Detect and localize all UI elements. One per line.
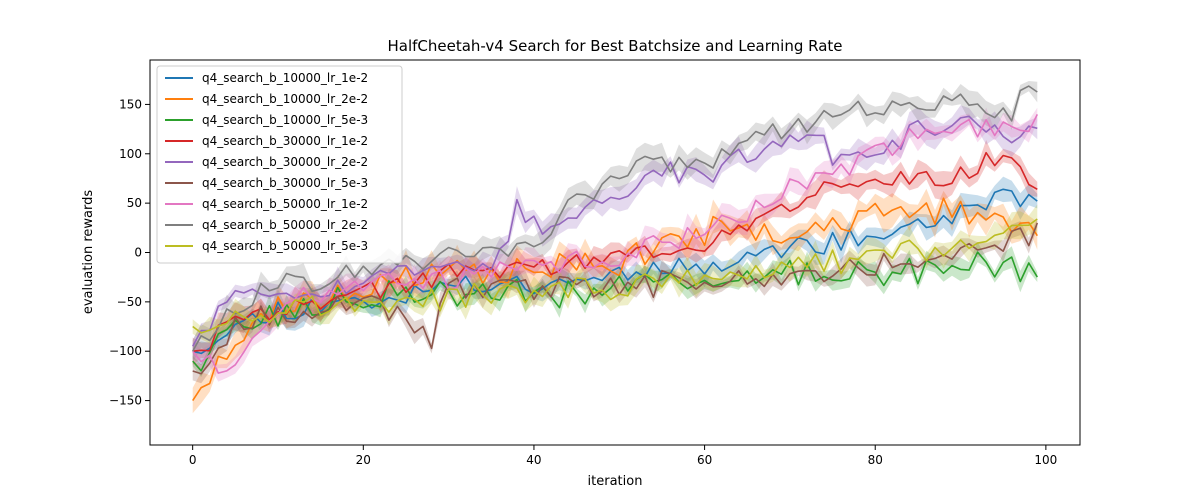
y-axis-label: evaluation rewards — [81, 190, 96, 315]
y-tick-label: 50 — [127, 196, 142, 210]
chart-title: HalfCheetah-v4 Search for Best Batchsize… — [387, 37, 842, 55]
legend: q4_search_b_10000_lr_1e-2 q4_search_b_100… — [156, 65, 403, 264]
error-band-4 — [192, 105, 1038, 353]
series-line-3 — [192, 151, 1038, 352]
y-tick-label: −150 — [109, 394, 142, 408]
y-tick-label: 0 — [134, 246, 142, 260]
series-line-7 — [191, 85, 1038, 352]
legend-label-0: q4_search_b_10000_lr_1e-2 — [202, 71, 368, 85]
legend-label-6: q4_search_b_50000_lr_1e-2 — [202, 197, 368, 211]
x-axis-label: iteration — [588, 474, 643, 489]
legend-label-1: q4_search_b_10000_lr_2e-2 — [202, 92, 368, 106]
series-lines — [191, 85, 1039, 402]
y-axis: −150 −100 −50 0 50 100 150 — [109, 97, 150, 408]
y-tick-label: 150 — [119, 97, 142, 111]
x-tick-label: 0 — [189, 453, 197, 467]
y-tick-label: −50 — [117, 295, 142, 309]
series-line-0 — [192, 188, 1038, 355]
series-line-1 — [192, 197, 1038, 402]
x-axis: 0 20 40 60 80 100 — [189, 445, 1057, 467]
series-line-8 — [192, 218, 1038, 334]
error-band-6 — [192, 107, 1038, 382]
error-band-0 — [192, 176, 1038, 366]
y-tick-label: −100 — [109, 344, 142, 358]
legend-label-4: q4_search_b_30000_lr_2e-2 — [202, 155, 368, 169]
legend-label-7: q4_search_b_50000_lr_2e-2 — [202, 218, 368, 232]
y-tick-label: 100 — [119, 147, 142, 161]
legend-label-3: q4_search_b_30000_lr_1e-2 — [202, 134, 368, 148]
legend-label-8: q4_search_b_50000_lr_5e-3 — [202, 239, 368, 253]
legend-box — [156, 65, 403, 264]
x-tick-label: 40 — [526, 453, 541, 467]
x-tick-label: 80 — [868, 453, 883, 467]
legend-label-2: q4_search_b_10000_lr_5e-3 — [202, 113, 368, 127]
series-line-6 — [192, 114, 1039, 374]
error-band-2 — [192, 242, 1038, 377]
x-tick-label: 60 — [697, 453, 712, 467]
x-tick-label: 100 — [1034, 453, 1057, 467]
x-tick-label: 20 — [356, 453, 371, 467]
legend-label-5: q4_search_b_30000_lr_5e-3 — [202, 176, 368, 190]
series-line-5 — [192, 222, 1039, 375]
series-line-4 — [191, 115, 1038, 347]
